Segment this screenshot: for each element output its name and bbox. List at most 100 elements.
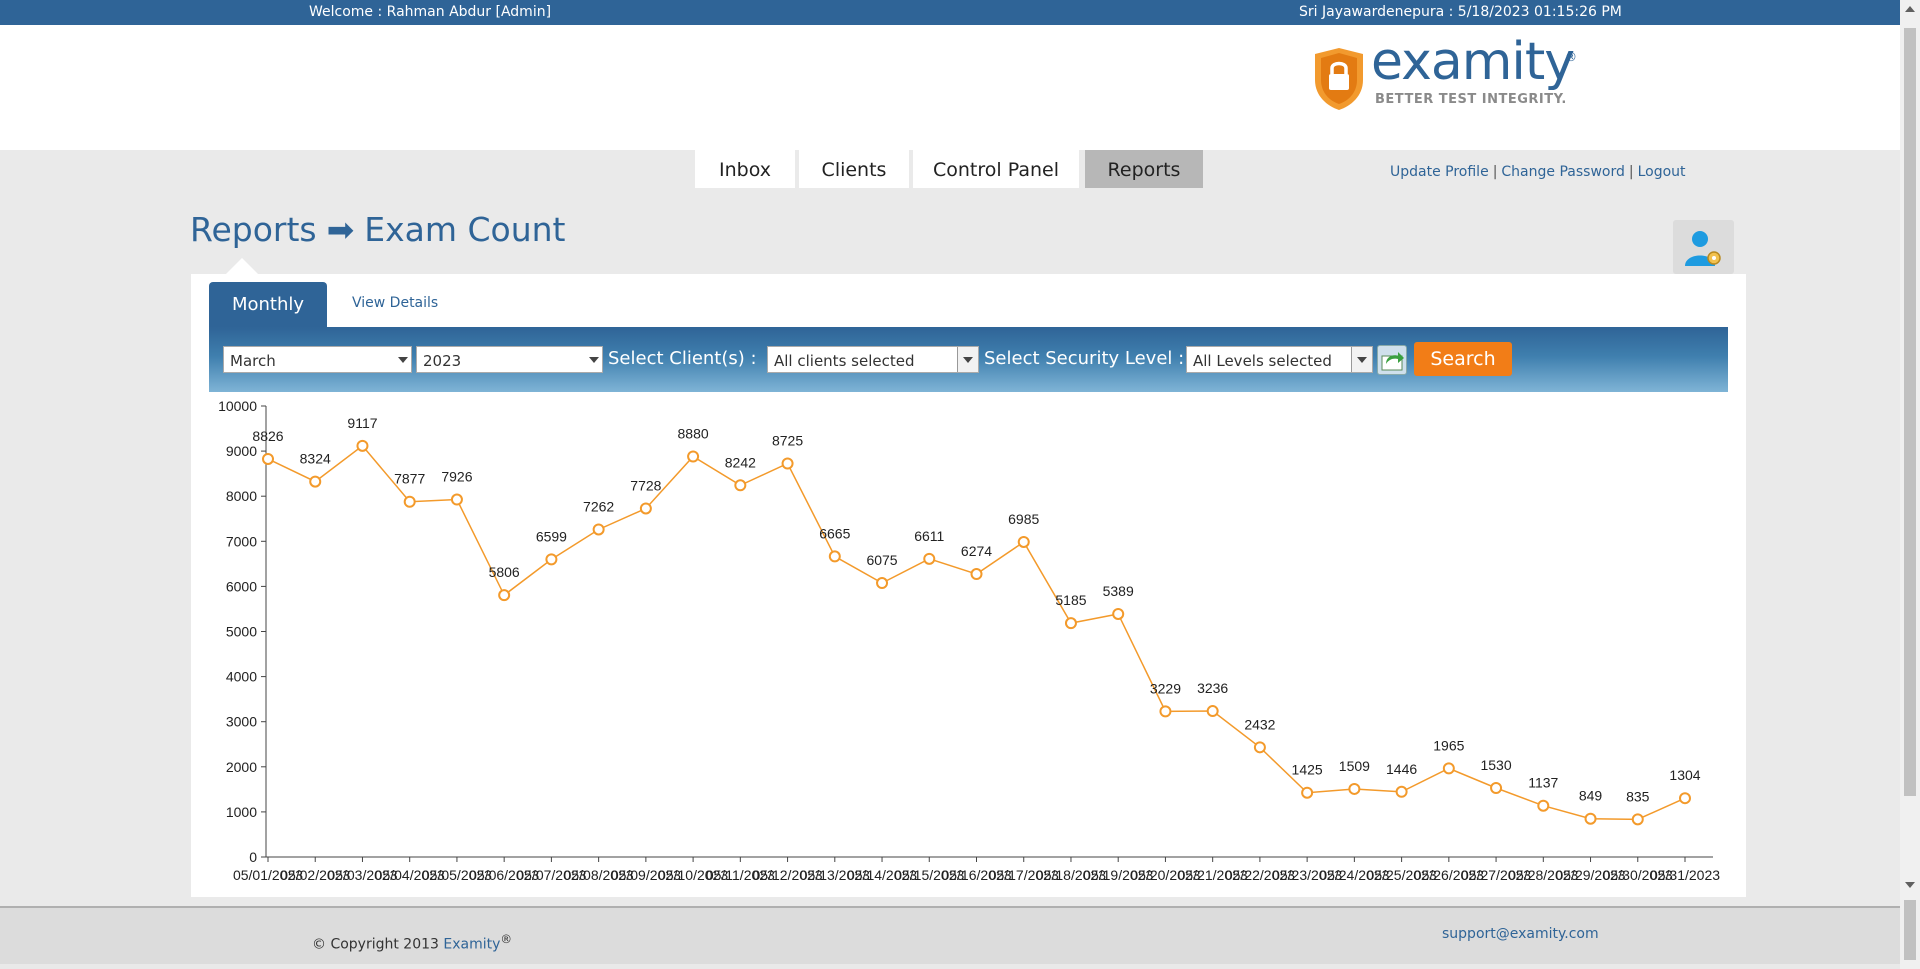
x-tick-label: 05/06/2023 [469,867,539,883]
data-label: 1530 [1480,757,1511,773]
scrollbar-thumb[interactable] [1904,28,1916,796]
refresh-button[interactable] [1377,345,1407,375]
x-tick-label: 05/07/2023 [516,867,586,883]
panel-caret [226,258,258,274]
data-point [592,523,605,536]
x-tick-label: 05/04/2023 [375,867,445,883]
copyright-text: © Copyright 2013 Examity® [312,932,512,953]
data-label: 6599 [536,528,567,544]
refresh-arrow-icon [1381,352,1404,371]
x-tick-label: 05/19/2023 [1083,867,1153,883]
examity-link[interactable]: Examity [443,936,501,953]
y-tick-label: 8000 [226,488,257,504]
data-point [1490,781,1503,794]
x-tick-label: 05/22/2023 [1225,867,1295,883]
clients-select-value: All clients selected [774,352,915,370]
registered-mark: ® [500,932,513,946]
y-tick-label: 3000 [226,714,257,730]
data-point [356,439,369,452]
x-tick-label: 05/29/2023 [1555,867,1625,883]
tab-view-details[interactable]: View Details [352,295,439,311]
year-select[interactable]: 2023 [416,346,603,373]
x-tick-label: 05/30/2023 [1603,867,1673,883]
y-tick-label: 2000 [226,759,257,775]
data-label: 6611 [914,528,944,544]
x-tick-label: 05/05/2023 [422,867,492,883]
month-select[interactable]: March [223,346,412,373]
footer-divider [0,906,1900,908]
data-point [1631,813,1644,826]
select-clients-label: Select Client(s) : [608,348,757,369]
clock-text: Sri Jayawardenepura : 5/18/2023 01:15:26… [1299,4,1622,20]
data-label: 6985 [1008,511,1039,527]
change-password-link[interactable]: Change Password [1501,164,1625,180]
x-tick-label: 05/23/2023 [1272,867,1342,883]
user-settings-button[interactable] [1673,220,1734,274]
data-label: 849 [1579,788,1603,804]
clients-select[interactable]: All clients selected [767,346,979,373]
tab-control-panel[interactable]: Control Panel [913,150,1079,188]
x-tick-label: 05/03/2023 [327,867,397,883]
tab-inbox[interactable]: Inbox [695,150,795,188]
data-label: 1509 [1339,758,1370,774]
data-label: 6665 [819,525,850,541]
data-label: 6075 [866,552,897,568]
data-label: 1965 [1433,737,1464,753]
data-label: 8242 [725,454,756,470]
page-title: Reports ➡ Exam Count [190,210,566,249]
x-tick-label: 05/31/2023 [1650,867,1720,883]
exam-count-chart: 0 1000 2000 3000 4000 5000 6000 7000 8000 9000 100… [218,398,1720,883]
update-profile-link[interactable]: Update Profile [1390,164,1489,180]
chart-axes: 0 1000 2000 3000 4000 5000 6000 7000 8000 9000 100… [218,398,1720,883]
x-tick-label: 05/28/2023 [1508,867,1578,883]
logout-link[interactable]: Logout [1637,164,1686,180]
y-tick-label: 6000 [226,578,257,594]
scrollbar-thumb-secondary[interactable] [1904,900,1916,960]
scroll-down-icon[interactable] [1905,882,1915,888]
x-tick-label: 05/18/2023 [1036,867,1106,883]
breadcrumb-title: Exam Count [364,210,566,249]
data-label: 7926 [441,469,472,485]
data-point [1064,617,1077,630]
data-point [1442,762,1455,775]
data-label: 2432 [1244,716,1275,732]
search-button[interactable]: Search [1414,342,1512,376]
shield-lock-icon [1315,48,1363,110]
chart-series: 8826 8324 9117 7877 7926 5806 6599 7262 7728 8880… [252,415,1701,826]
y-tick-label: 7000 [226,533,257,549]
tab-monthly[interactable]: Monthly [209,282,327,327]
data-point [734,479,747,492]
data-label: 7728 [630,477,661,493]
data-point [1584,812,1597,825]
data-label: 6274 [961,543,992,559]
support-email-link[interactable]: support@examity.com [1442,926,1599,942]
data-label: 8880 [678,426,709,442]
data-label: 9117 [347,415,377,431]
logo-word: examity [1371,32,1575,92]
chevron-down-icon [393,347,411,372]
data-label: 8826 [252,428,283,444]
footer [0,908,1900,964]
data-label: 7877 [394,471,425,487]
x-tick-label: 05/17/2023 [989,867,1059,883]
data-point [450,493,463,506]
data-label: 1137 [1528,775,1558,791]
data-point [687,450,700,463]
scroll-up-icon[interactable] [1905,6,1915,12]
data-label: 1304 [1669,767,1700,783]
welcome-text: Welcome : Rahman Abdur [Admin] [309,4,552,20]
chevron-down-icon [584,347,602,372]
data-point [1206,705,1219,718]
link-separator: | [1492,164,1498,180]
x-tick-label: 05/01/2023 [233,867,303,883]
link-separator: | [1628,164,1634,180]
tab-reports[interactable]: Reports [1085,150,1203,188]
tab-clients[interactable]: Clients [799,150,909,188]
examity-logo[interactable]: examity ® BETTER TEST INTEGRITY. [1311,32,1581,110]
x-tick-label: 05/15/2023 [894,867,964,883]
security-level-select[interactable]: All Levels selected [1186,346,1373,373]
data-point [1301,786,1314,799]
data-point [403,495,416,508]
data-label: 5185 [1055,592,1086,608]
data-label: 5806 [489,564,520,580]
